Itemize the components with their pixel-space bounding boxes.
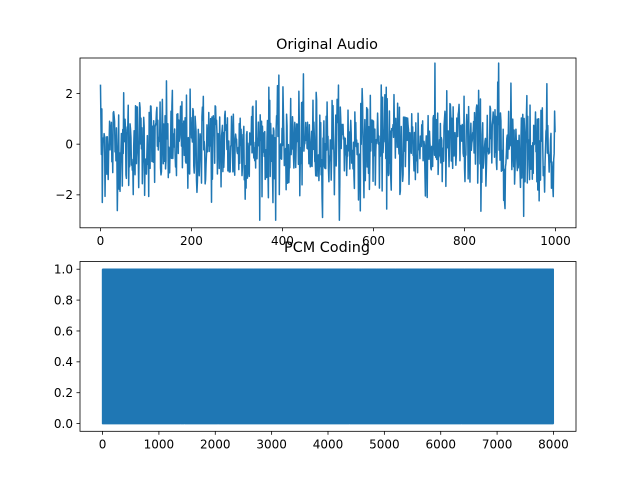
- pcm-coding-title: PCM Coding: [284, 240, 370, 256]
- pcm-coding-series-line: [101, 268, 555, 425]
- pcm-coding-plot-area: [101, 268, 555, 425]
- pcm-coding-y-tick-label: 0.6: [54, 324, 73, 338]
- original-audio-axes: Original Audio 0 200 400 600 800 1000 −2 0 2: [55, 37, 577, 248]
- original-audio-x-tick-label: 1000: [540, 234, 571, 248]
- original-audio-y-tick-label: −2: [55, 188, 73, 202]
- pcm-coding-x-tick-label: 1000: [144, 437, 175, 451]
- pcm-coding-x-tick-label: 5000: [369, 437, 400, 451]
- original-audio-y-tick-label: 0: [65, 137, 73, 151]
- original-audio-x-tick-label: 400: [271, 234, 294, 248]
- pcm-coding-ticks: 0 1000 2000 3000 4000 5000 6000 7000 8000 0.0 0.2 0…: [54, 263, 569, 452]
- pcm-coding-x-tick-label: 7000: [482, 437, 513, 451]
- pcm-coding-axes: 0 1000 2000 3000 4000 5000 6000 7000 8000 0.0 0.2 0…: [54, 240, 577, 452]
- pcm-coding-x-tick-label: 0: [99, 437, 107, 451]
- pcm-coding-y-tick-label: 0.8: [54, 293, 73, 307]
- pcm-coding-x-tick-label: 8000: [538, 437, 569, 451]
- pcm-coding-x-tick-label: 6000: [425, 437, 456, 451]
- original-audio-title: Original Audio: [276, 37, 378, 53]
- pcm-coding-y-tick-label: 0.2: [54, 386, 73, 400]
- pcm-coding-x-tick-label: 4000: [313, 437, 344, 451]
- pcm-coding-y-tick-label: 0.0: [54, 417, 73, 431]
- original-audio-series-line: [99, 62, 556, 221]
- original-audio-y-tick-label: 2: [65, 87, 73, 101]
- original-audio-plot-area: [99, 62, 556, 221]
- original-audio-x-tick-label: 0: [97, 234, 105, 248]
- original-audio-x-tick-label: 200: [180, 234, 203, 248]
- original-audio-x-tick-label: 800: [453, 234, 476, 248]
- pcm-coding-x-tick-label: 3000: [256, 437, 287, 451]
- original-audio-x-tick-label: 600: [362, 234, 385, 248]
- pcm-coding-x-tick-label: 2000: [200, 437, 231, 451]
- pcm-coding-axes-frame: [79, 261, 577, 432]
- original-audio-ticks: 0 200 400 600 800 1000 −2 0 2: [55, 87, 570, 248]
- original-audio-axes-frame: [79, 57, 577, 229]
- pcm-coding-y-tick-label: 1.0: [54, 263, 73, 277]
- pcm-coding-y-tick-label: 0.4: [54, 355, 73, 369]
